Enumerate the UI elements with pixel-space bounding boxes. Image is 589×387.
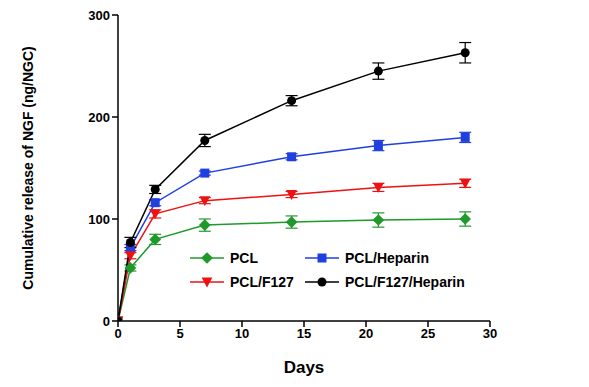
svg-text:300: 300 [88, 8, 110, 23]
svg-text:15: 15 [297, 326, 311, 341]
svg-text:25: 25 [421, 326, 435, 341]
svg-text:Cumulative release of NGF (ng/: Cumulative release of NGF (ng/NGC) [20, 46, 36, 289]
svg-text:0: 0 [103, 314, 110, 329]
svg-text:200: 200 [88, 110, 110, 125]
svg-text:0: 0 [114, 326, 121, 341]
svg-text:Days: Days [284, 358, 325, 377]
html-text:PCL/Heparin: PCL/Heparin [345, 250, 429, 266]
svg-text:5: 5 [176, 326, 183, 341]
svg-text:10: 10 [235, 326, 249, 341]
svg-text:30: 30 [483, 326, 497, 341]
svg-text:20: 20 [359, 326, 373, 341]
svg-text:100: 100 [88, 212, 110, 227]
html-text:PCL: PCL [230, 250, 258, 266]
html-text:PCL/F127/Heparin: PCL/F127/Heparin [345, 274, 465, 290]
html-text:PCL/F127: PCL/F127 [230, 274, 294, 290]
